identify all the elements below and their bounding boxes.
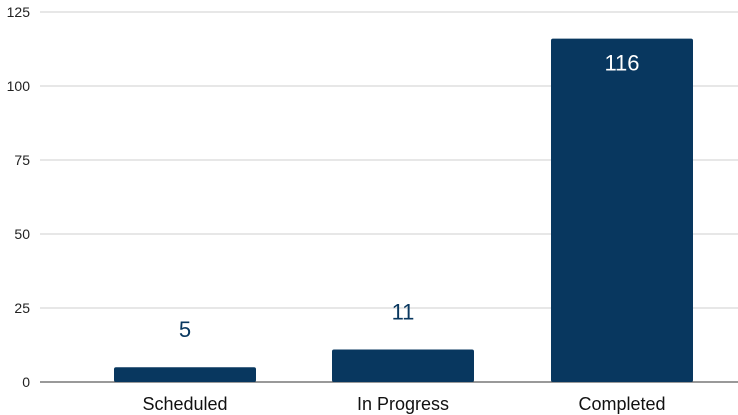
y-tick-label: 100 (7, 78, 31, 94)
bar-scheduled (114, 367, 256, 382)
bar-in-progress (332, 349, 474, 382)
y-tick-label: 125 (7, 4, 31, 20)
bars (114, 38, 693, 382)
y-axis-ticks: 0 25 50 75 100 125 (7, 4, 31, 390)
y-tick-label: 75 (14, 152, 30, 168)
y-tick-label: 25 (14, 300, 30, 316)
x-tick-label: Scheduled (142, 394, 227, 414)
data-label: 116 (604, 51, 639, 76)
data-label: 11 (392, 299, 415, 324)
data-labels: 5 11 116 (179, 51, 640, 343)
x-tick-label: In Progress (357, 394, 449, 414)
y-tick-label: 0 (22, 374, 30, 390)
y-tick-label: 50 (14, 226, 30, 242)
x-tick-label: Completed (578, 394, 665, 414)
data-label: 5 (179, 317, 191, 342)
x-axis-ticks: Scheduled In Progress Completed (142, 394, 665, 414)
bar-completed (551, 38, 693, 382)
